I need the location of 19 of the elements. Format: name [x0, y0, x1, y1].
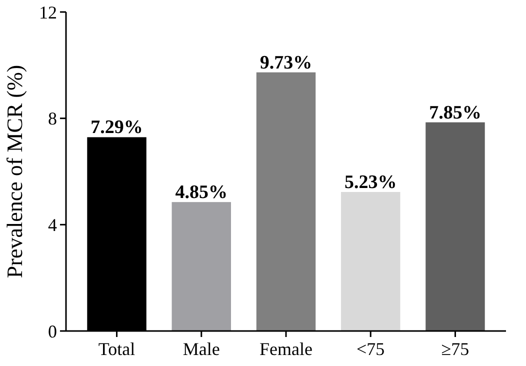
- bar: [341, 192, 400, 331]
- x-tick-label: Female: [260, 339, 312, 359]
- y-tick-label: 8: [48, 108, 57, 129]
- y-axis-title: Prevalence of MCR (%): [2, 64, 27, 278]
- x-tick-label: ≥75: [441, 339, 470, 359]
- data-label: 7.85%: [429, 102, 482, 124]
- bar: [256, 72, 316, 331]
- bar: [426, 122, 485, 331]
- x-tick-label: <75: [356, 339, 385, 359]
- x-tick-label: Total: [98, 339, 136, 359]
- y-tick-label: 0: [48, 321, 57, 342]
- data-label: 4.85%: [175, 182, 228, 204]
- bar: [172, 202, 231, 331]
- data-label: 7.29%: [90, 117, 143, 138]
- x-tick-label: Male: [182, 339, 220, 359]
- data-label: 9.73%: [260, 52, 312, 74]
- data-label: 5.23%: [344, 172, 397, 193]
- y-tick-label: 12: [39, 2, 57, 22]
- y-tick-label: 4: [48, 214, 57, 235]
